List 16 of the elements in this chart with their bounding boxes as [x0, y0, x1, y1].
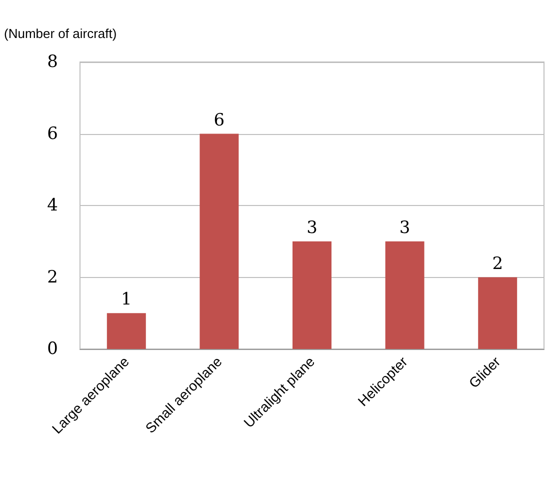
bar: [385, 241, 424, 349]
y-tick-label: 6: [47, 124, 58, 144]
y-tick-label: 8: [47, 52, 58, 72]
y-tick-label: 0: [47, 339, 58, 359]
bar: [106, 313, 146, 349]
data-label: 1: [120, 290, 132, 310]
data-label: 2: [492, 254, 504, 274]
y-tick-label: 4: [47, 196, 58, 216]
data-label: 3: [399, 218, 410, 238]
y-tick-label: 2: [47, 267, 58, 288]
bar: [478, 277, 518, 349]
bar: [292, 241, 332, 349]
data-label: 6: [214, 110, 225, 130]
y-axis-title: (Number of aircraft): [4, 26, 117, 41]
bar: [200, 134, 239, 349]
data-label: 3: [306, 218, 318, 238]
